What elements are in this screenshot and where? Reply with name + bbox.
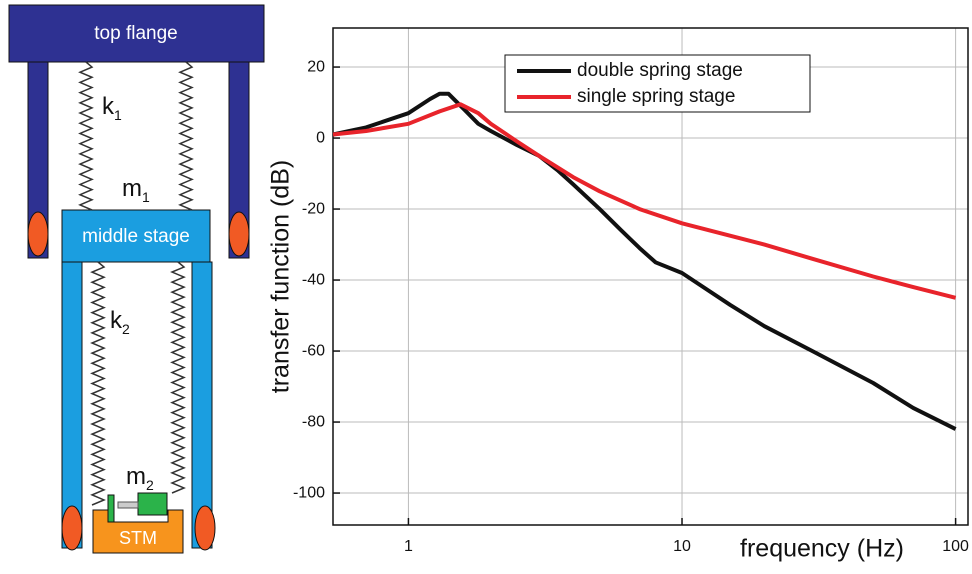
- tip: [117, 501, 139, 509]
- spring: [90, 261, 106, 506]
- series-line: [332, 91, 957, 431]
- damper: [228, 211, 250, 257]
- top-flange-label: top flange: [94, 23, 177, 44]
- spring: [170, 261, 186, 494]
- y-tick-label: -40: [302, 271, 325, 288]
- y-axis-label: transfer function (dB): [267, 160, 295, 393]
- middle-stage: [61, 209, 211, 263]
- top-flange: [8, 4, 265, 63]
- legend-box: [504, 54, 811, 113]
- x-axis-label: frequency (Hz): [740, 535, 904, 563]
- tip-holder: [107, 494, 115, 523]
- diagram: top flange middle stage STM k1 m1 k2 m2: [8, 4, 265, 554]
- spring-label: k2: [110, 307, 130, 336]
- y-tick-label: -80: [302, 413, 325, 430]
- damper: [61, 505, 83, 551]
- y-tick-label: -20: [302, 200, 325, 217]
- middle-stage-label: middle stage: [82, 226, 190, 247]
- spring: [178, 61, 194, 211]
- mass-label: m1: [122, 175, 150, 204]
- y-tick-label: 0: [316, 129, 325, 146]
- y-tick-label: -60: [302, 342, 325, 359]
- lower-leg: [191, 261, 213, 549]
- x-tick-label: 10: [673, 538, 691, 555]
- mass-label: m2: [126, 463, 154, 492]
- sample-holder: [137, 492, 168, 516]
- damper: [194, 505, 216, 551]
- spring-label: k1: [102, 93, 122, 122]
- x-tick-label: 100: [942, 538, 969, 555]
- series-line: [332, 102, 957, 300]
- spring: [78, 61, 94, 211]
- y-tick-label: -100: [293, 484, 325, 501]
- stm-label: STM: [119, 528, 157, 548]
- y-tick-label: 20: [307, 58, 325, 75]
- x-tick-label: 1: [404, 538, 413, 555]
- lower-leg: [61, 261, 83, 549]
- damper: [27, 211, 49, 257]
- plot-frame: [332, 27, 969, 526]
- legend-label: single spring stage: [577, 86, 735, 107]
- legend-label: double spring stage: [577, 60, 743, 81]
